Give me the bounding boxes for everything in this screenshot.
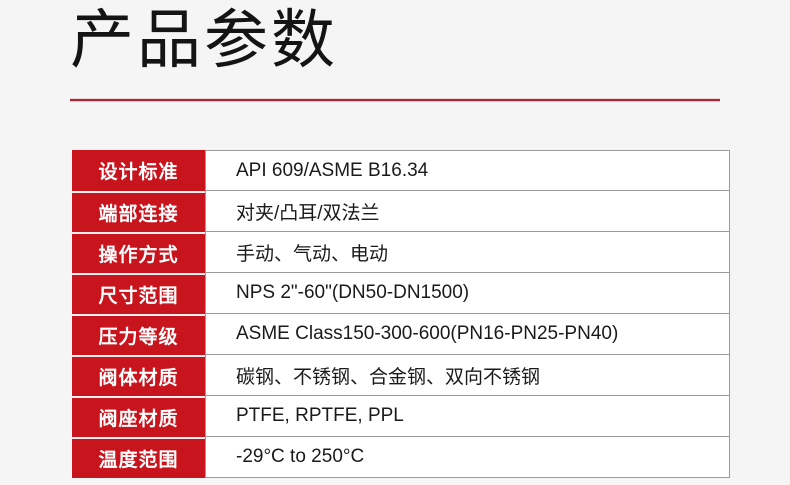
spec-value-cell: PTFE, RPTFE, PPL [205,396,730,437]
spec-label-cell: 阀体材质 [72,355,205,396]
table-row: 尺寸范围 NPS 2"-60"(DN50-DN1500) [72,273,730,314]
spec-value-cell: ASME Class150-300-600(PN16-PN25-PN40) [205,314,730,355]
table-row: 阀体材质 碳钢、不锈钢、合金钢、双向不锈钢 [72,355,730,396]
spec-value-cell: -29°C to 250°C [205,437,730,478]
table-row: 操作方式 手动、气动、电动 [72,232,730,273]
table-row: 压力等级 ASME Class150-300-600(PN16-PN25-PN4… [72,314,730,355]
spec-label-cell: 尺寸范围 [72,273,205,314]
spec-label-cell: 温度范围 [72,437,205,478]
title-underline [70,99,720,101]
spec-label-cell: 压力等级 [72,314,205,355]
table-row: 阀座材质 PTFE, RPTFE, PPL [72,396,730,437]
table-row: 温度范围 -29°C to 250°C [72,437,730,478]
spec-label-cell: 端部连接 [72,191,205,232]
spec-value-cell: 手动、气动、电动 [205,232,730,273]
table-row: 设计标准 API 609/ASME B16.34 [72,150,730,191]
page-title: 产品参数 [70,4,338,76]
spec-value-cell: 碳钢、不锈钢、合金钢、双向不锈钢 [205,355,730,396]
spec-value-cell: NPS 2"-60"(DN50-DN1500) [205,273,730,314]
spec-label-cell: 操作方式 [72,232,205,273]
spec-value-cell: 对夹/凸耳/双法兰 [205,191,730,232]
table-row: 端部连接 对夹/凸耳/双法兰 [72,191,730,232]
spec-label-cell: 阀座材质 [72,396,205,437]
spec-table: 设计标准 API 609/ASME B16.34 端部连接 对夹/凸耳/双法兰 … [72,150,730,478]
spec-label-cell: 设计标准 [72,150,205,191]
spec-value-cell: API 609/ASME B16.34 [205,150,730,191]
